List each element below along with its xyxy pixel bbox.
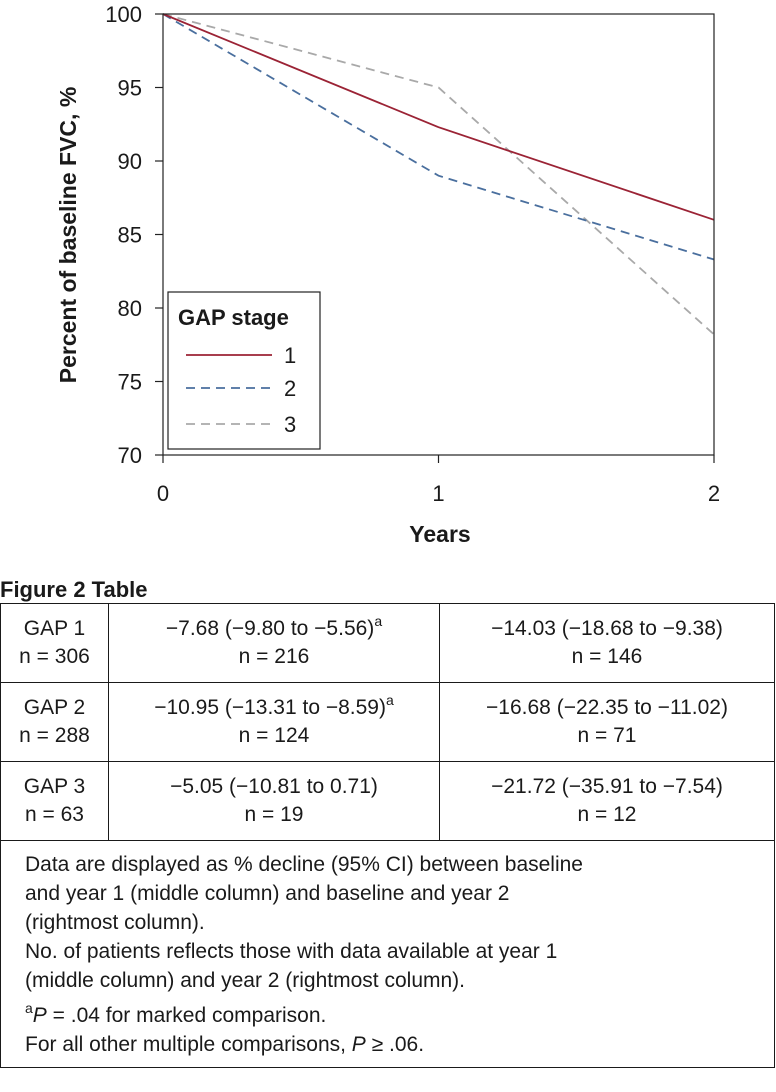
note-line: No. of patients reflects those with data…	[25, 940, 558, 963]
notes-row: Data are displayed as % decline (95% CI)…	[0, 840, 775, 1068]
legend-title: GAP stage	[178, 305, 289, 330]
y-tick-label: 100	[105, 2, 142, 27]
y-tick-label: 90	[118, 149, 142, 174]
footnote2-end: ≥ .06.	[365, 1033, 425, 1056]
series-line-gap-3	[162, 13, 715, 336]
footnote2-text: For all other multiple comparisons,	[25, 1033, 352, 1056]
legend: GAP stage 1 2 3	[167, 291, 321, 450]
year1-n: n = 19	[244, 803, 304, 826]
year2-value: −14.03 (−18.68 to −9.38)	[491, 617, 723, 640]
p-symbol: P	[32, 1004, 47, 1027]
y-tick-label: 85	[118, 223, 142, 248]
year1-cell: −10.95 (−13.31 to −8.59)a n = 124	[108, 682, 440, 762]
plot-frame	[162, 13, 715, 456]
note-line: and year 1 (middle column) and baseline …	[25, 882, 510, 905]
legend-label-2: 2	[284, 376, 296, 401]
group-n: n = 306	[19, 645, 90, 668]
note-line: (middle column) and year 2 (rightmost co…	[25, 969, 465, 992]
series-line-gap-1	[162, 13, 715, 221]
year2-cell: −16.68 (−22.35 to −11.02) n = 71	[439, 682, 775, 762]
year2-cell: −14.03 (−18.68 to −9.38) n = 146	[439, 603, 775, 683]
group-n: n = 288	[19, 724, 90, 747]
legend-label-1: 1	[284, 343, 296, 368]
group-label: GAP 2	[23, 696, 86, 719]
group-n: n = 63	[25, 803, 84, 826]
note-line: Data are displayed as % decline (95% CI)…	[25, 853, 583, 876]
year2-n: n = 12	[577, 803, 637, 826]
group-label: GAP 3	[23, 775, 86, 798]
year1-value: −10.95 (−13.31 to −8.59)	[154, 696, 386, 719]
year1-n: n = 124	[238, 724, 310, 747]
p-symbol: P	[351, 1033, 366, 1056]
footnote-a: aP = .04 for marked comparison.	[25, 1001, 774, 1030]
group-cell: GAP 1 n = 306	[0, 603, 109, 683]
y-tick-label: 75	[118, 370, 142, 395]
table-row: GAP 3 n = 63 −5.05 (−10.81 to 0.71) n = 19…	[0, 761, 775, 841]
x-tick-label: 1	[432, 481, 444, 506]
group-cell: GAP 3 n = 63	[0, 761, 109, 841]
notes-cell: Data are displayed as % decline (95% CI)…	[0, 840, 775, 1068]
year2-n: n = 146	[571, 645, 643, 668]
year1-cell: −7.68 (−9.80 to −5.56)a n = 216	[108, 603, 440, 683]
figure-table-title: Figure 2 Table	[0, 577, 148, 602]
year2-value: −21.72 (−35.91 to −7.54)	[491, 775, 723, 798]
note-line: (rightmost column).	[25, 911, 205, 934]
y-tick-label: 70	[118, 443, 142, 468]
line-chart: 100 95 90 85 80 75 70 0 1 2 Percent of baseline …	[55, 2, 720, 547]
legend-label-3: 3	[284, 412, 296, 437]
series-line-gap-2	[162, 13, 715, 261]
table-row: GAP 2 n = 288 −10.95 (−13.31 to −8.59)a n …	[0, 682, 775, 762]
footnote-marker: a	[385, 692, 394, 708]
x-axis-label: Years	[409, 521, 470, 547]
group-cell: GAP 2 n = 288	[0, 682, 109, 762]
year1-n: n = 216	[238, 645, 310, 668]
footnote-text: = .04 for marked comparison.	[46, 1004, 327, 1027]
year1-value: −7.68 (−9.80 to −5.56)	[165, 617, 375, 640]
year2-n: n = 71	[577, 724, 637, 747]
table-row: GAP 1 n = 306 −7.68 (−9.80 to −5.56)a n = …	[0, 603, 775, 683]
footnote-sup: a	[25, 1000, 33, 1016]
legend-box	[167, 291, 321, 450]
footnote-marker: a	[374, 613, 383, 629]
group-label: GAP 1	[23, 617, 86, 640]
y-axis-label: Percent of baseline FVC, %	[55, 87, 81, 384]
year1-cell: −5.05 (−10.81 to 0.71) n = 19	[108, 761, 440, 841]
x-tick-label: 0	[157, 481, 169, 506]
year2-value: −16.68 (−22.35 to −11.02)	[486, 696, 728, 719]
footnote-b: For all other multiple comparisons, P ≥ …	[25, 1030, 774, 1059]
year1-value: −5.05 (−10.81 to 0.71)	[170, 775, 378, 798]
year2-cell: −21.72 (−35.91 to −7.54) n = 12	[439, 761, 775, 841]
x-tick-label: 2	[708, 481, 720, 506]
y-tick-label: 80	[118, 296, 142, 321]
y-tick-label: 95	[118, 76, 142, 101]
